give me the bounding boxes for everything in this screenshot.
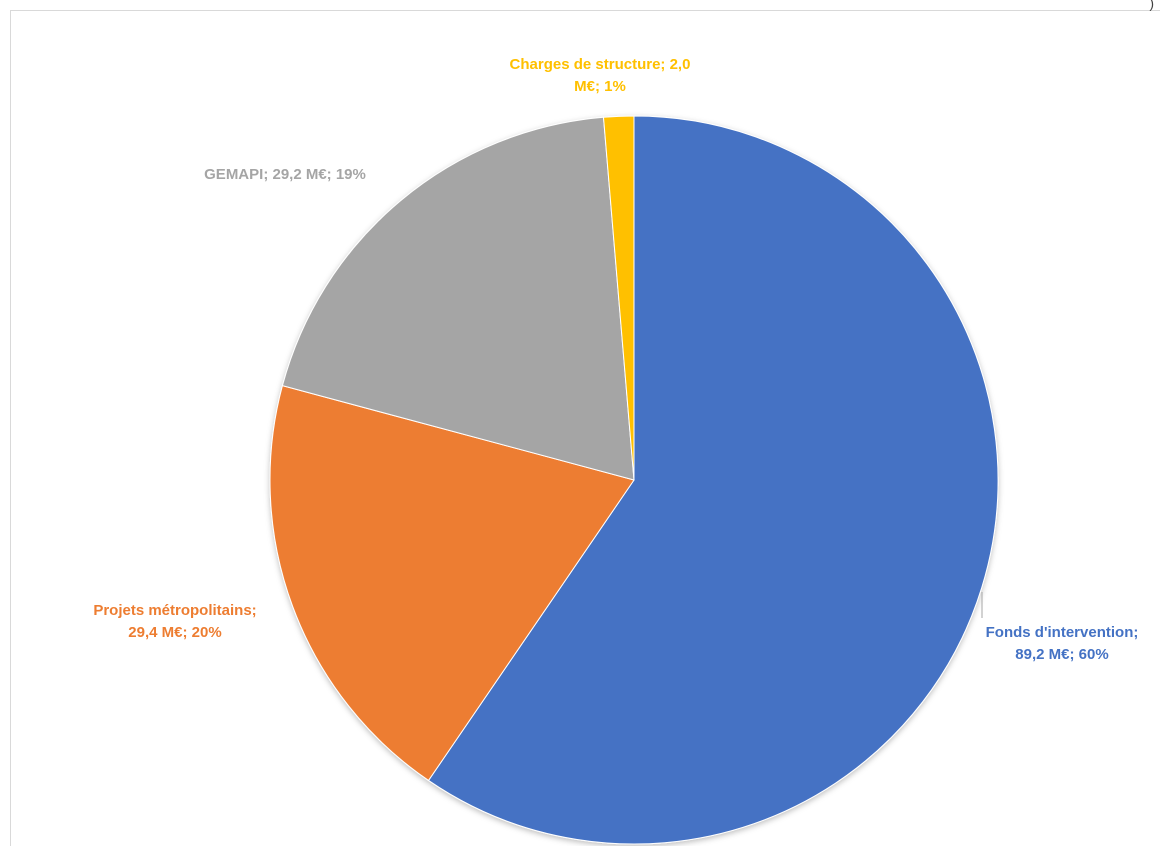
data-label-projets-metropolitains: Projets métropolitains; 29,4 M€; 20% (55, 600, 295, 644)
data-label-line1: GEMAPI; 29,2 M€; 19% (204, 166, 366, 183)
data-label-charges-structure: Charges de structure; 2,0 M€; 1% (470, 54, 730, 98)
data-label-line2: M€; 1% (574, 78, 626, 95)
pie-slice-fonds-d-intervention (427, 115, 999, 845)
chart-frame: ) (10, 0, 1160, 846)
data-label-line1: Fonds d'intervention; (985, 624, 1139, 641)
data-label-line2: 89,2 M€; 60% (1015, 646, 1109, 663)
data-label-gemapi: GEMAPI; 29,2 M€; 19% (165, 164, 405, 186)
data-label-line1: Projets métropolitains; (93, 602, 257, 619)
data-label-line2: 29,4 M€; 20% (128, 624, 222, 641)
pie-slice-projets-m-tropolitains (269, 385, 635, 782)
corner-mark: ) (1149, 0, 1154, 11)
pie-slice-gemapi (281, 116, 635, 481)
pie-slices (269, 115, 999, 845)
pie-slice-charges-de-structure (602, 115, 635, 481)
data-label-line1: Charges de structure; 2,0 (509, 56, 691, 73)
data-label-fonds-intervention: Fonds d'intervention; 89,2 M€; 60% (952, 622, 1160, 666)
